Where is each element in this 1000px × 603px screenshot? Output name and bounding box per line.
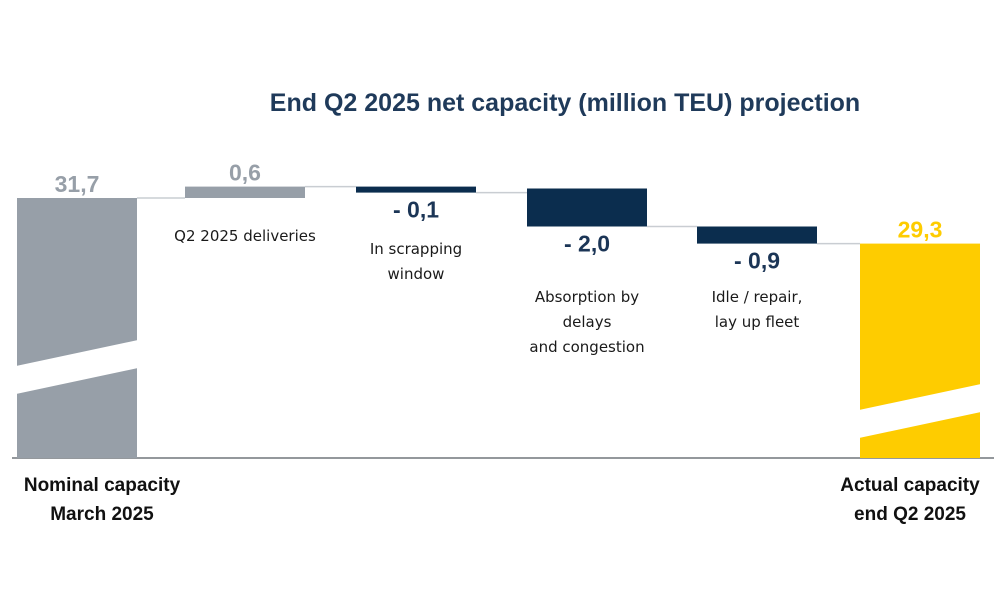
category-label-5-1: end Q2 2025	[854, 504, 966, 525]
value-label-4: - 0,9	[734, 248, 780, 274]
category-label-5-0: Actual capacity	[840, 475, 980, 496]
bar-3	[527, 188, 647, 227]
category-label-0-0: Nominal capacity	[24, 475, 181, 496]
category-label-3-2: and congestion	[529, 338, 644, 356]
category-label-2-1: window	[388, 265, 445, 283]
bars-layer: 31,7 Nominal capacity March 2025 0,6 Q2 2025…	[12, 160, 994, 525]
value-label-2: - 0,1	[393, 197, 439, 223]
bar-0	[17, 198, 137, 458]
category-label-2-0: In scrapping	[370, 240, 462, 258]
bar-4	[697, 226, 817, 244]
category-label-3-0: Absorption by	[535, 288, 639, 306]
value-label-0: 31,7	[55, 171, 100, 197]
value-label-1: 0,6	[229, 160, 261, 186]
bar-2	[356, 186, 476, 193]
bar-1	[185, 186, 305, 198]
category-label-3-1: delays	[563, 313, 612, 331]
category-label-1-0: Q2 2025 deliveries	[174, 227, 316, 245]
value-label-3: - 2,0	[564, 231, 610, 257]
category-label-4-0: Idle / repair,	[712, 288, 803, 306]
category-label-0-1: March 2025	[50, 504, 154, 525]
category-label-4-1: lay up fleet	[715, 313, 800, 331]
value-label-5: 29,3	[898, 217, 943, 243]
axis-break-5	[859, 384, 981, 438]
axis-break-0	[16, 340, 138, 394]
chart-title: End Q2 2025 net capacity (million TEU) p…	[270, 89, 860, 117]
